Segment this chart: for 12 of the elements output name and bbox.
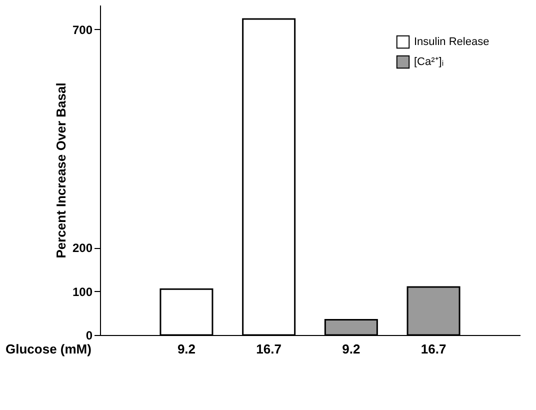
x-tick-label: 9.2: [177, 342, 196, 356]
x-tick-label: 9.2: [342, 342, 360, 356]
y-tick-label: 200: [72, 241, 93, 256]
legend-label: [Ca²⁺]ᵢ: [414, 56, 444, 68]
x-axis-title: Glucose (mM): [6, 342, 92, 356]
y-tick-label: 700: [72, 22, 93, 37]
legend-label: Insulin Release: [414, 36, 490, 48]
y-tick-label: 100: [72, 284, 93, 299]
y-axis-title: Percent Increase Over Basal: [53, 82, 68, 258]
x-tick-label: 16.7: [420, 342, 446, 356]
y-tick-label: 0: [86, 328, 93, 342]
x-tick-label: 16.7: [256, 342, 282, 356]
